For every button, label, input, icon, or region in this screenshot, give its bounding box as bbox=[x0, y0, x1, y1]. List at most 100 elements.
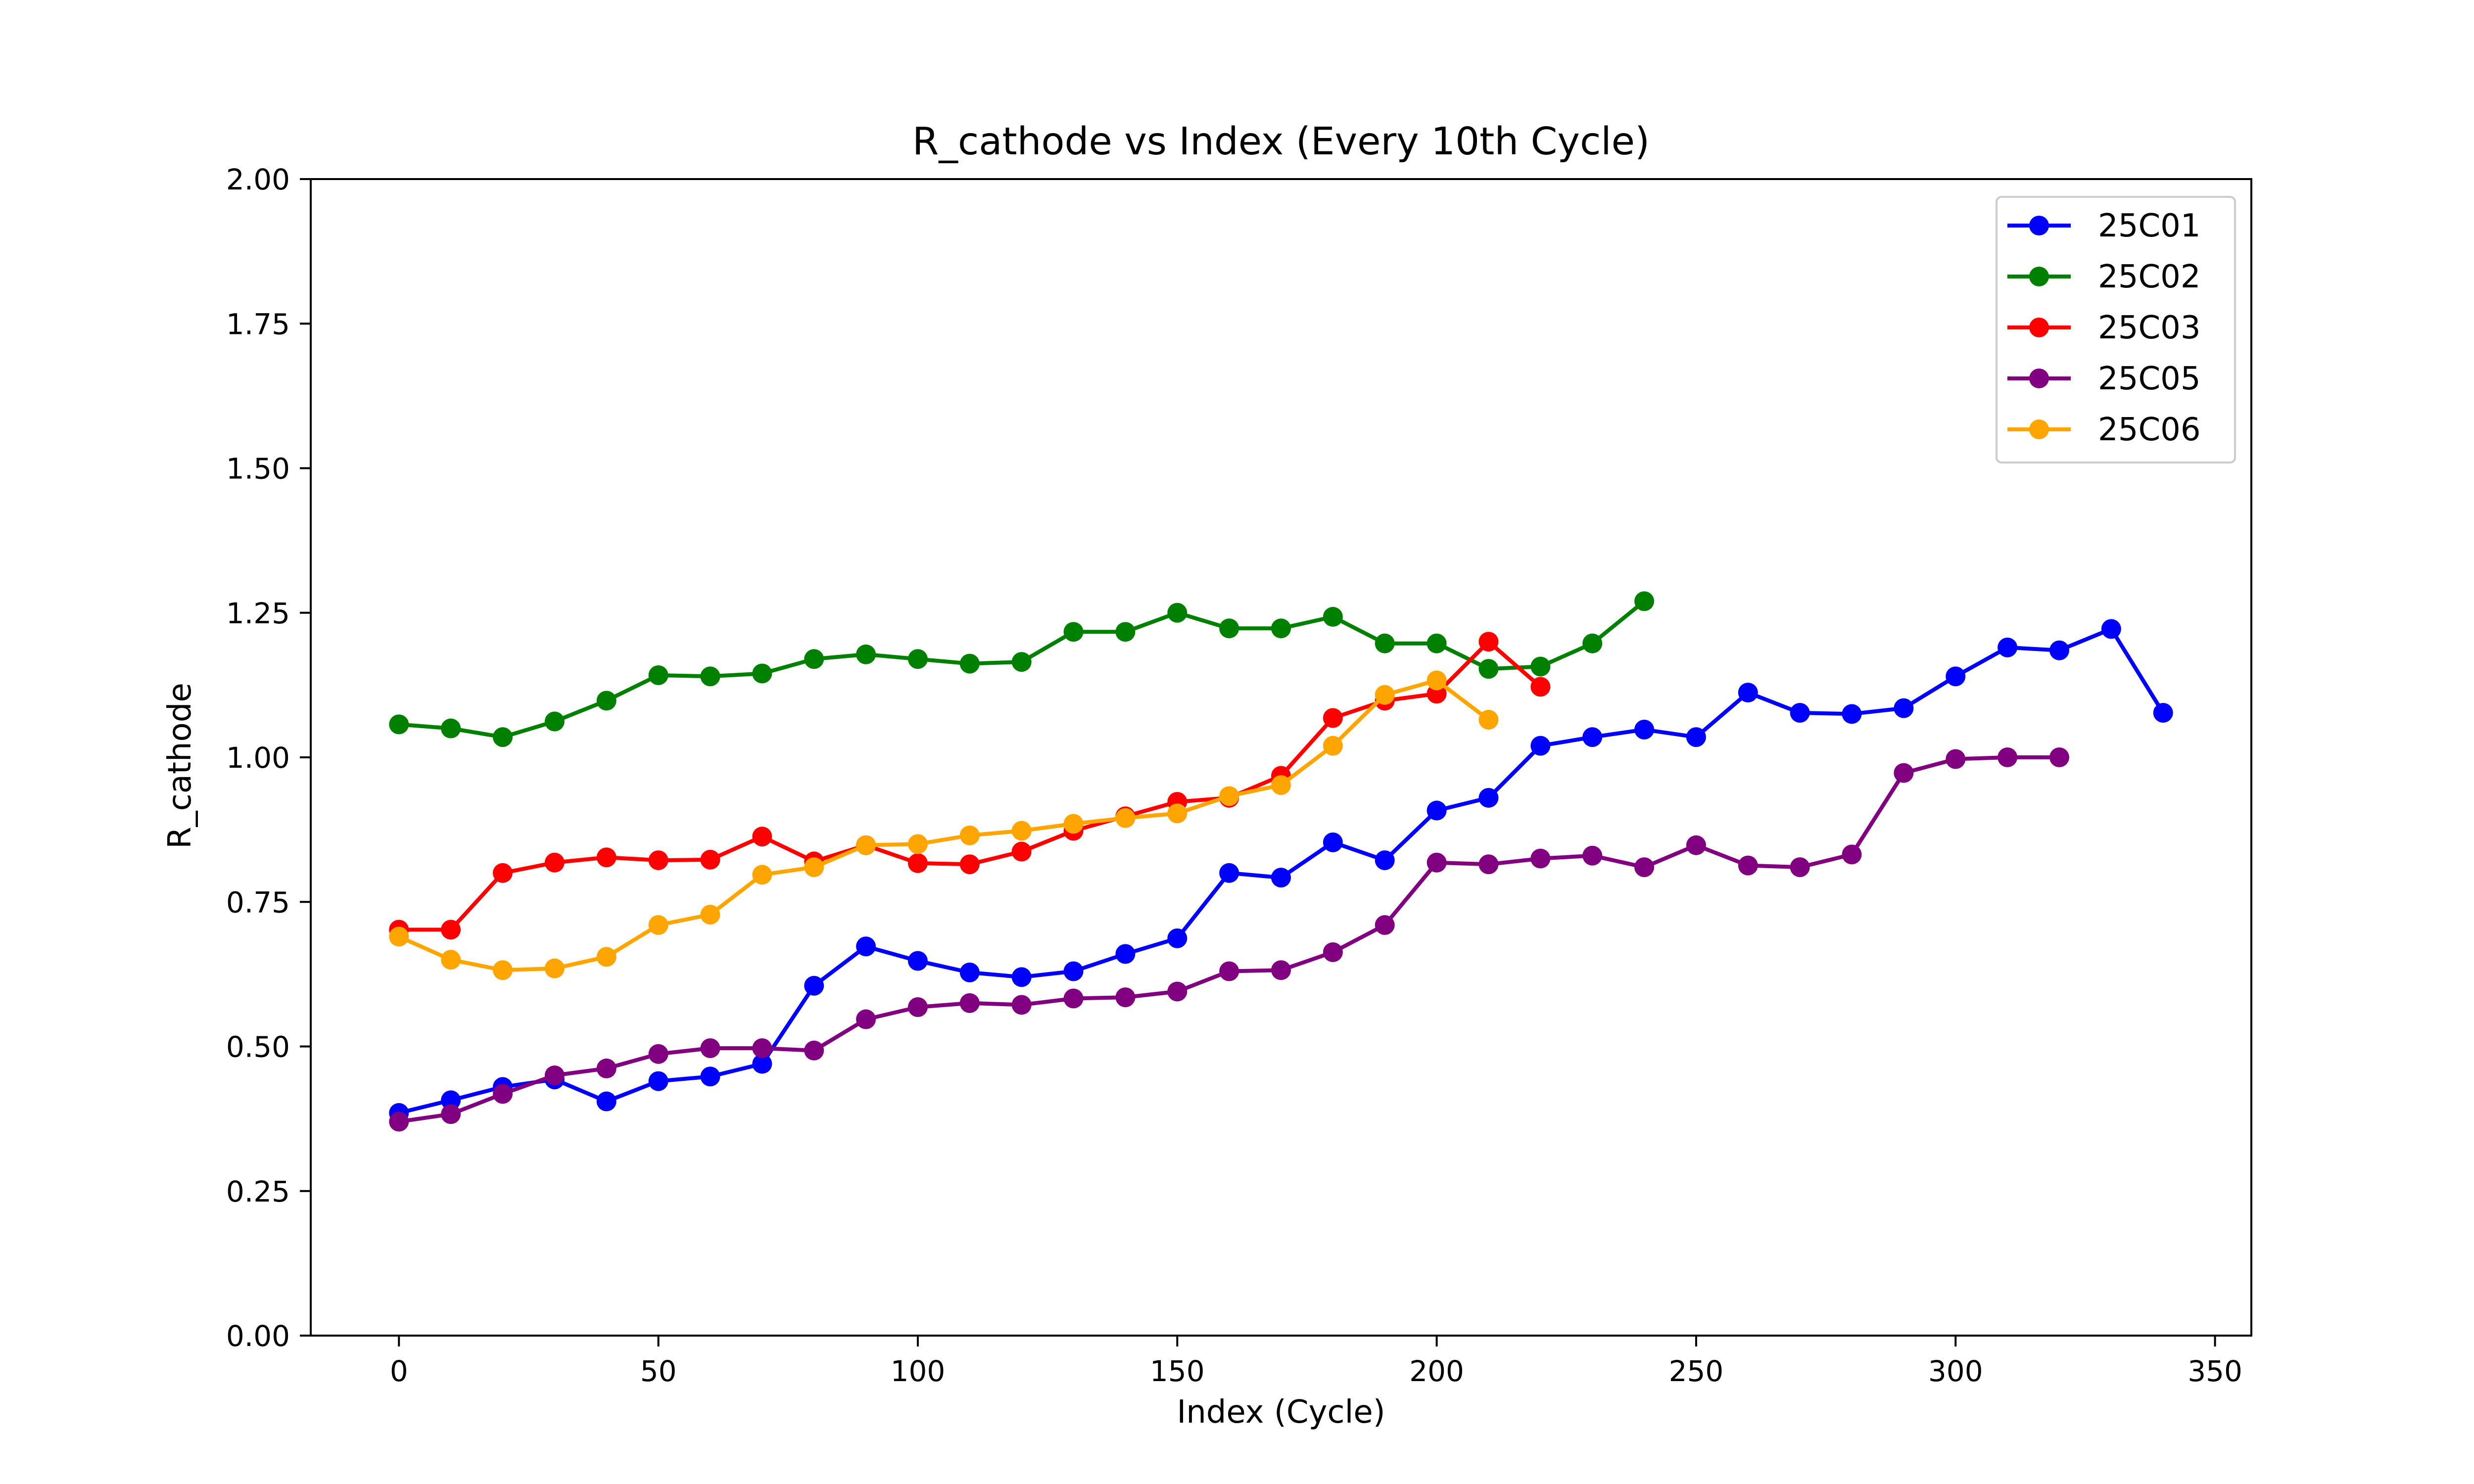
data-point bbox=[596, 1091, 617, 1112]
data-point bbox=[1582, 845, 1603, 866]
data-point bbox=[700, 1038, 720, 1059]
data-point bbox=[648, 1071, 668, 1091]
data-point bbox=[1530, 848, 1551, 869]
data-point bbox=[959, 653, 980, 674]
data-point bbox=[856, 644, 876, 664]
data-point bbox=[1271, 775, 1291, 795]
series-25C06 bbox=[389, 670, 1499, 980]
data-point bbox=[1219, 786, 1239, 806]
data-point bbox=[1634, 857, 1655, 878]
data-point bbox=[1375, 850, 1395, 871]
data-point bbox=[2153, 702, 2173, 723]
data-point bbox=[441, 950, 461, 970]
data-point bbox=[389, 1112, 409, 1132]
data-point bbox=[959, 825, 980, 845]
data-point bbox=[648, 665, 668, 686]
x-tick-label: 200 bbox=[1409, 1354, 1464, 1388]
data-point bbox=[1271, 868, 1291, 888]
legend-entry: 25C06 bbox=[2007, 412, 2201, 448]
legend-marker bbox=[2029, 318, 2049, 337]
legend-entry: 25C01 bbox=[2007, 208, 2201, 244]
y-tick-label: 0.50 bbox=[226, 1030, 290, 1064]
data-point bbox=[1323, 606, 1343, 627]
legend-marker bbox=[2029, 419, 2049, 439]
y-tick-label: 1.75 bbox=[226, 307, 290, 341]
x-tick-label: 100 bbox=[891, 1354, 946, 1388]
x-axis-label: Index (Cycle) bbox=[1177, 1394, 1385, 1431]
legend-label: 25C03 bbox=[2098, 310, 2201, 346]
data-point bbox=[493, 960, 513, 980]
data-point bbox=[1842, 704, 1862, 724]
data-point bbox=[1582, 727, 1603, 747]
legend-entry: 25C03 bbox=[2007, 310, 2201, 346]
legend: 25C01 25C02 25C03 25C05 25C06 bbox=[1996, 196, 2236, 464]
data-point bbox=[856, 835, 876, 855]
data-point bbox=[1530, 736, 1551, 756]
y-tick-label: 0.00 bbox=[226, 1319, 290, 1353]
data-point bbox=[2049, 640, 2069, 660]
data-point bbox=[1582, 633, 1603, 653]
data-point bbox=[752, 865, 772, 885]
data-point bbox=[1219, 618, 1239, 639]
data-point bbox=[1686, 835, 1706, 855]
data-point bbox=[1323, 832, 1343, 852]
data-point bbox=[389, 714, 409, 735]
y-tick-label: 1.50 bbox=[226, 452, 290, 486]
data-point bbox=[804, 975, 824, 996]
data-point bbox=[1323, 736, 1343, 756]
data-point bbox=[1063, 622, 1084, 642]
data-point bbox=[752, 827, 772, 847]
data-point bbox=[1946, 749, 1966, 769]
data-point bbox=[1063, 961, 1084, 981]
data-point bbox=[1478, 854, 1499, 875]
legend-marker bbox=[2029, 267, 2049, 286]
legend-entry: 25C02 bbox=[2007, 259, 2201, 295]
data-point bbox=[2101, 619, 2121, 639]
y-tick-label: 1.25 bbox=[226, 597, 290, 630]
data-point bbox=[700, 666, 720, 687]
data-point bbox=[752, 1038, 772, 1059]
data-point bbox=[907, 997, 928, 1018]
data-point bbox=[752, 663, 772, 684]
legend-label: 25C01 bbox=[2098, 208, 2201, 244]
data-point bbox=[1271, 960, 1291, 980]
data-point bbox=[1946, 666, 1966, 687]
data-point bbox=[544, 852, 565, 873]
data-point bbox=[1998, 637, 2018, 657]
data-point bbox=[1375, 685, 1395, 705]
legend-box bbox=[1996, 196, 2236, 464]
data-point bbox=[1790, 702, 1810, 723]
y-tick-label: 0.75 bbox=[226, 885, 290, 919]
data-point bbox=[596, 947, 617, 967]
data-point bbox=[544, 1065, 565, 1085]
data-point bbox=[596, 691, 617, 711]
y-axis: 0.00 0.25 0.50 0.75 1.00 1.25 1.50 1.75 2.00 bbox=[226, 163, 311, 1353]
data-point bbox=[596, 1058, 617, 1078]
data-point bbox=[1478, 659, 1499, 679]
data-point bbox=[1219, 863, 1239, 883]
data-point bbox=[1530, 677, 1551, 697]
data-point bbox=[907, 834, 928, 854]
data-point bbox=[1219, 961, 1239, 981]
data-point bbox=[1011, 841, 1032, 862]
data-point bbox=[1063, 988, 1084, 1009]
data-point bbox=[804, 649, 824, 669]
data-point bbox=[1063, 814, 1084, 834]
data-point bbox=[804, 857, 824, 878]
x-tick-label: 350 bbox=[2188, 1354, 2242, 1388]
data-point bbox=[1167, 803, 1188, 824]
legend-marker bbox=[2029, 369, 2049, 388]
data-point bbox=[544, 711, 565, 732]
series-25C02 bbox=[389, 591, 1655, 747]
data-point bbox=[1167, 928, 1188, 948]
data-point bbox=[389, 927, 409, 947]
legend-marker bbox=[2029, 216, 2049, 235]
data-point bbox=[1738, 683, 1758, 703]
series-line bbox=[398, 678, 1490, 973]
data-point bbox=[856, 1009, 876, 1029]
y-tick-label: 0.25 bbox=[226, 1175, 290, 1208]
data-point bbox=[1167, 981, 1188, 1002]
data-point bbox=[1323, 708, 1343, 728]
data-point bbox=[1530, 656, 1551, 677]
x-tick-label: 50 bbox=[640, 1354, 677, 1388]
